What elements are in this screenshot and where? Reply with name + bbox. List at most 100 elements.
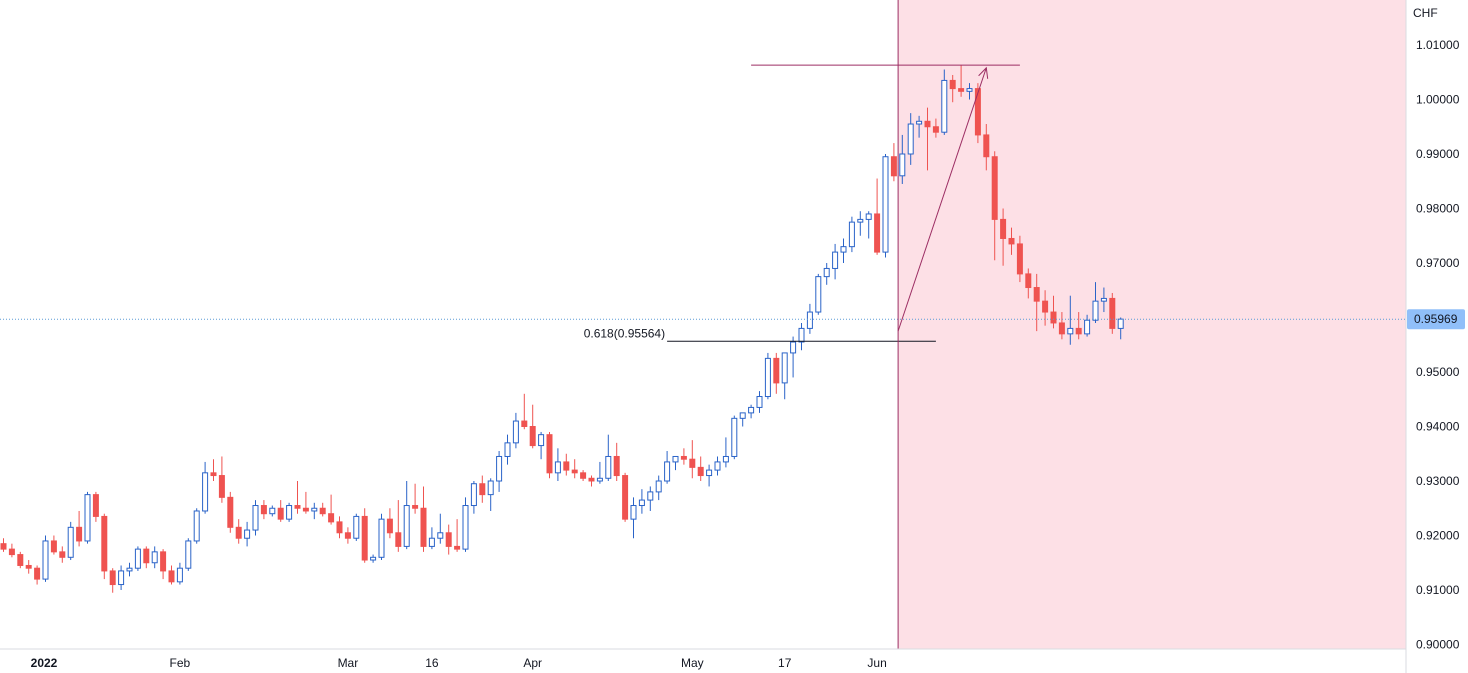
candle[interactable]	[638, 489, 645, 514]
candle[interactable]	[134, 546, 141, 571]
candle[interactable]	[328, 494, 335, 525]
candle[interactable]	[546, 431, 553, 479]
candle[interactable]	[504, 434, 511, 465]
candle[interactable]	[8, 543, 15, 558]
candle[interactable]	[386, 508, 393, 539]
candle[interactable]	[806, 303, 813, 334]
candle[interactable]	[966, 83, 973, 100]
candle[interactable]	[59, 546, 66, 563]
time-axis[interactable]: 2022 Feb Mar 16 Apr May 17 Jun	[0, 648, 1406, 670]
candle[interactable]	[1100, 287, 1107, 313]
candle[interactable]	[622, 472, 629, 522]
candle[interactable]	[1092, 282, 1099, 323]
candle[interactable]	[832, 243, 839, 280]
candle[interactable]	[42, 535, 49, 582]
candle[interactable]	[319, 502, 326, 517]
candle[interactable]	[722, 437, 729, 468]
candle[interactable]	[1033, 273, 1040, 332]
candle[interactable]	[370, 554, 377, 563]
candle[interactable]	[941, 69, 948, 135]
candle[interactable]	[160, 549, 167, 580]
candle[interactable]	[1042, 290, 1049, 326]
candle[interactable]	[1025, 268, 1032, 299]
candle[interactable]	[764, 352, 771, 400]
candle[interactable]	[403, 481, 410, 550]
candle[interactable]	[445, 524, 452, 555]
candle[interactable]	[336, 516, 343, 539]
candle[interactable]	[294, 481, 301, 514]
candle[interactable]	[823, 263, 830, 285]
candle[interactable]	[218, 456, 225, 503]
candle[interactable]	[512, 412, 519, 449]
candle[interactable]	[798, 322, 805, 351]
candle[interactable]	[50, 535, 57, 555]
candle[interactable]	[361, 508, 368, 563]
projection-arrow[interactable]	[897, 67, 987, 332]
candle[interactable]	[420, 486, 427, 552]
candle[interactable]	[286, 502, 293, 522]
candle[interactable]	[714, 456, 721, 476]
candle[interactable]	[118, 565, 125, 590]
candle[interactable]	[949, 74, 956, 103]
candle[interactable]	[748, 404, 755, 419]
candle[interactable]	[151, 546, 158, 569]
candle[interactable]	[1000, 208, 1007, 266]
candle[interactable]	[571, 459, 578, 479]
candle[interactable]	[101, 513, 108, 580]
candle[interactable]	[412, 483, 419, 514]
candle[interactable]	[176, 562, 183, 585]
candle[interactable]	[84, 491, 91, 544]
candle[interactable]	[143, 546, 150, 569]
candle[interactable]	[521, 393, 528, 430]
candle[interactable]	[210, 459, 217, 481]
candle[interactable]	[277, 500, 284, 522]
candle[interactable]	[92, 491, 99, 522]
candle[interactable]	[378, 513, 385, 561]
candle[interactable]	[790, 336, 797, 378]
candle[interactable]	[235, 519, 242, 544]
candle[interactable]	[109, 568, 116, 593]
candle[interactable]	[882, 154, 889, 258]
candle[interactable]	[1117, 317, 1124, 340]
candle[interactable]	[260, 500, 267, 520]
candle[interactable]	[25, 560, 32, 574]
candle[interactable]	[655, 475, 662, 501]
candle[interactable]	[781, 352, 788, 400]
candle[interactable]	[479, 475, 486, 503]
candle[interactable]	[848, 216, 855, 253]
candle[interactable]	[252, 500, 259, 536]
candle[interactable]	[588, 475, 595, 487]
candle[interactable]	[428, 527, 435, 550]
candle[interactable]	[1008, 227, 1015, 255]
candle[interactable]	[983, 124, 990, 171]
candle[interactable]	[563, 453, 570, 476]
candle[interactable]	[857, 211, 864, 236]
candle[interactable]	[580, 470, 587, 481]
candle[interactable]	[311, 502, 318, 520]
candle[interactable]	[991, 151, 998, 261]
candle[interactable]	[193, 508, 200, 544]
candle[interactable]	[554, 448, 561, 481]
candle[interactable]	[664, 451, 671, 484]
candle[interactable]	[731, 415, 738, 460]
candle[interactable]	[185, 538, 192, 571]
candle[interactable]	[168, 565, 175, 585]
candle[interactable]	[706, 464, 713, 487]
candle[interactable]	[470, 481, 477, 514]
candle[interactable]	[76, 510, 83, 547]
candle[interactable]	[344, 527, 351, 544]
candle[interactable]	[815, 273, 822, 315]
candle[interactable]	[67, 521, 74, 561]
candle[interactable]	[932, 118, 939, 138]
candle[interactable]	[269, 505, 276, 517]
candle[interactable]	[840, 238, 847, 263]
candle[interactable]	[454, 519, 461, 552]
candle[interactable]	[126, 562, 133, 577]
price-axis[interactable]: CHF 1.01000 1.00000 0.99000 0.98000 0.97000 0…	[1405, 0, 1460, 673]
candle[interactable]	[647, 486, 654, 511]
candle[interactable]	[227, 491, 234, 533]
candle[interactable]	[756, 391, 763, 413]
candle[interactable]	[244, 521, 251, 547]
candle[interactable]	[1050, 295, 1057, 329]
